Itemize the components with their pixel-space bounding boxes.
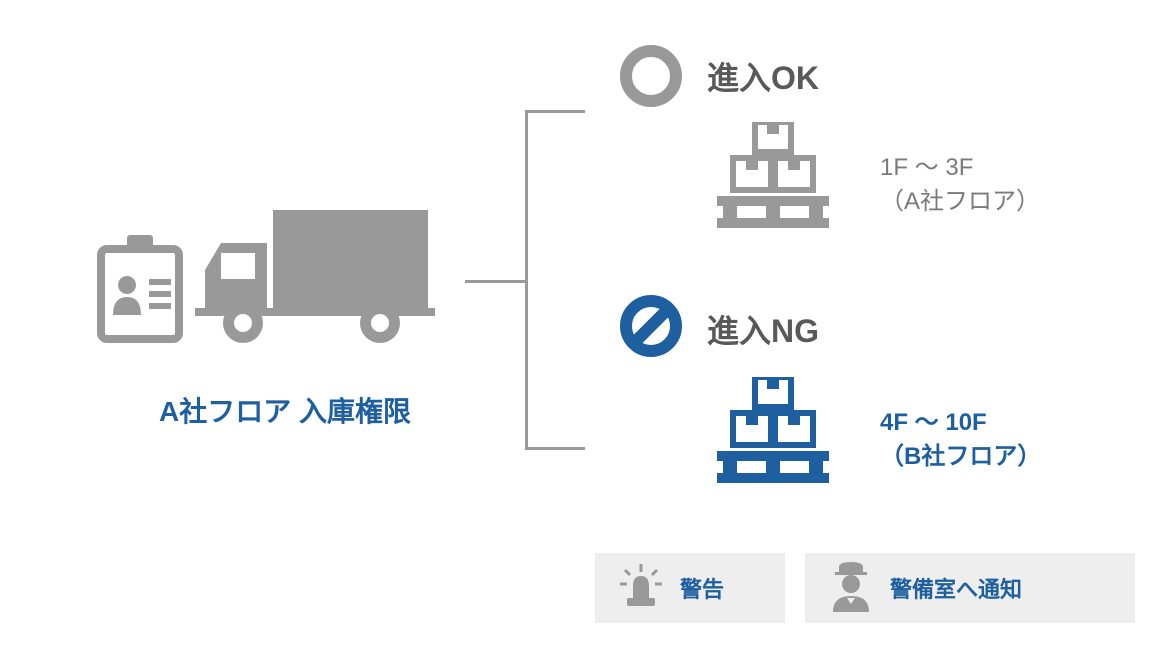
bottom-action-row: 警告 警備室へ通知 xyxy=(595,553,1135,623)
notify-label: 警備室へ通知 xyxy=(890,572,1022,604)
ok-floor-line1: 1F ～ 3F xyxy=(880,151,1040,185)
alert-label: 警告 xyxy=(680,572,724,604)
alert-box: 警告 xyxy=(595,553,785,623)
guard-icon xyxy=(827,560,875,617)
alarm-icon xyxy=(617,562,665,615)
left-icon-row xyxy=(95,195,475,350)
ng-detail-row: 4F ～ 10F （B社フロア） xyxy=(705,377,1120,502)
ng-status-row: 進入NG xyxy=(620,295,1120,362)
id-badge-icon xyxy=(95,235,185,350)
ng-floor-line1: 4F ～ 10F xyxy=(880,406,1041,440)
pallet-icon-ok xyxy=(705,122,840,247)
ok-status-row: 進入OK xyxy=(620,45,1120,107)
ok-floor-info: 1F ～ 3F （A社フロア） xyxy=(880,151,1040,218)
ok-circle-icon xyxy=(620,45,682,107)
pallet-icon-ng xyxy=(705,377,840,502)
diagram-root: A社フロア 入庫権限 進入OK xyxy=(0,0,1157,651)
ok-branch: 進入OK xyxy=(620,45,1120,247)
permission-label: A社フロア 入庫権限 xyxy=(95,390,475,430)
source-block: A社フロア 入庫権限 xyxy=(95,195,475,430)
ng-branch: 進入NG 4F ～ 10F xyxy=(620,295,1120,502)
ng-floor-line2: （B社フロア） xyxy=(880,440,1041,474)
ng-prohibit-icon xyxy=(620,295,682,362)
ok-detail-row: 1F ～ 3F （A社フロア） xyxy=(705,122,1120,247)
truck-icon xyxy=(195,195,435,350)
ok-floor-line2: （A社フロア） xyxy=(880,185,1040,219)
notify-box: 警備室へ通知 xyxy=(805,553,1135,623)
ok-status-label: 進入OK xyxy=(707,53,819,99)
ng-floor-info: 4F ～ 10F （B社フロア） xyxy=(880,406,1041,473)
branch-connector xyxy=(465,110,585,450)
ng-status-label: 進入NG xyxy=(707,306,819,352)
